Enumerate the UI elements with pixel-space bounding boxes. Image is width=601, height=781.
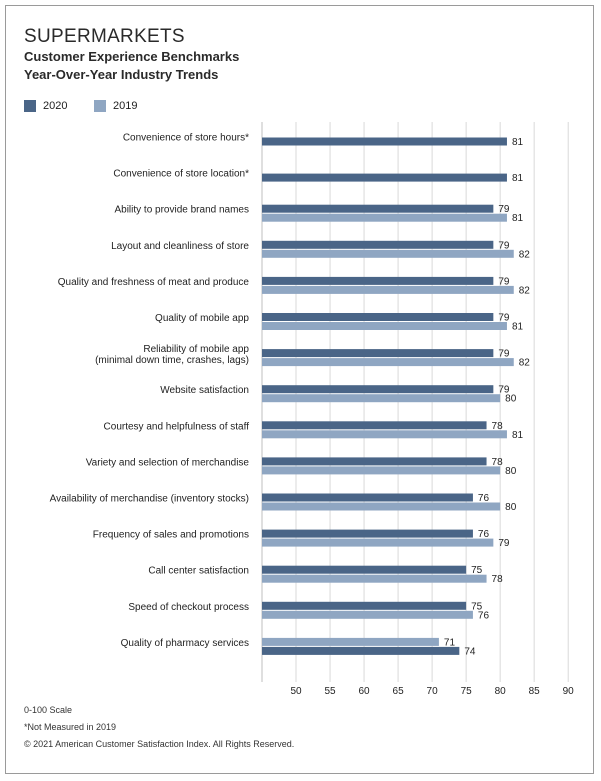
bar-2020 <box>262 349 494 358</box>
data-label: 74 <box>464 646 476 657</box>
data-label: 81 <box>512 430 524 441</box>
data-label: 71 <box>444 637 456 648</box>
bar-2019 <box>262 394 501 403</box>
category-label: Courtesy and helpfulness of staff <box>104 421 250 432</box>
category-label: Convenience of store location* <box>113 169 249 180</box>
bar-2019 <box>262 285 514 294</box>
bar-2020 <box>262 457 487 466</box>
bar-2020 <box>262 529 473 538</box>
x-tick-label: 65 <box>393 686 405 697</box>
bar-2019 <box>262 637 439 646</box>
asterisk-note: *Not Measured in 2019 <box>24 722 117 732</box>
data-label: 79 <box>498 313 510 324</box>
bar-2020 <box>262 204 494 213</box>
legend-item-2020: 2020 <box>24 100 67 112</box>
data-label: 75 <box>471 601 483 612</box>
bar-2019 <box>262 610 473 619</box>
bar-2020 <box>262 565 467 574</box>
data-label: 78 <box>492 421 504 432</box>
category-label: Website satisfaction <box>160 385 249 396</box>
x-tick-label: 85 <box>529 686 541 697</box>
bar-2019 <box>262 574 487 583</box>
bar-2020 <box>262 313 494 321</box>
data-label: 81 <box>512 213 524 224</box>
bar-2020 <box>262 276 494 285</box>
bar-2020 <box>262 240 494 249</box>
x-tick-label: 75 <box>461 686 473 697</box>
category-label: Ability to provide brand names <box>114 205 249 216</box>
x-tick-label: 50 <box>290 686 302 697</box>
category-label: Convenience of store hours* <box>123 133 249 144</box>
data-label: 80 <box>505 466 517 477</box>
bar-2020 <box>262 646 460 655</box>
x-tick-label: 80 <box>495 686 507 697</box>
x-tick-label: 90 <box>563 686 575 697</box>
data-label: 75 <box>471 565 483 576</box>
bar-2019 <box>262 466 501 475</box>
copyright-note: © 2021 American Customer Satisfaction In… <box>24 739 295 749</box>
category-label: Availability of merchandise (inventory s… <box>50 494 249 505</box>
x-tick-label: 70 <box>427 686 439 697</box>
data-label: 78 <box>492 574 504 585</box>
bar-2020 <box>262 601 467 610</box>
bar-2019 <box>262 358 514 367</box>
legend-label-2019: 2019 <box>113 100 138 112</box>
category-label-line: Reliability of mobile app <box>143 344 249 355</box>
bar-2020 <box>262 173 507 182</box>
data-label: 79 <box>498 349 510 360</box>
data-label: 79 <box>498 204 510 215</box>
data-label: 80 <box>505 502 517 513</box>
legend-swatch-2020 <box>24 100 36 112</box>
bar-2020 <box>262 137 507 146</box>
category-label: Frequency of sales and promotions <box>93 530 249 541</box>
category-label: Speed of checkout process <box>128 602 249 613</box>
data-label: 81 <box>512 173 524 184</box>
legend-swatch-2019 <box>94 100 106 112</box>
bar-2019 <box>262 430 507 439</box>
data-label: 76 <box>478 529 490 540</box>
category-label: Call center satisfaction <box>148 566 249 577</box>
data-label: 82 <box>519 249 531 260</box>
category-label-line: (minimal down time, crashes, lags) <box>95 355 249 366</box>
data-label: 78 <box>492 457 504 468</box>
data-label: 79 <box>498 240 510 251</box>
bar-2019 <box>262 322 507 330</box>
data-label: 76 <box>478 610 490 621</box>
category-label: Quality and freshness of meat and produc… <box>58 277 250 288</box>
bar-2019 <box>262 538 494 547</box>
category-label: Layout and cleanliness of store <box>111 241 249 252</box>
legend-item-2019: 2019 <box>94 100 137 112</box>
category-label: Variety and selection of merchandise <box>86 457 250 468</box>
category-label: Quality of mobile app <box>155 313 249 324</box>
data-label: 76 <box>478 493 490 504</box>
data-label: 79 <box>498 538 510 549</box>
data-label: 79 <box>498 385 510 396</box>
data-label: 82 <box>519 285 531 296</box>
x-tick-label: 55 <box>324 686 336 697</box>
bar-2020 <box>262 421 487 430</box>
data-label: 81 <box>512 322 524 333</box>
category-label: Quality of pharmacy services <box>121 638 249 649</box>
x-tick-label: 60 <box>359 686 371 697</box>
data-label: 81 <box>512 137 524 148</box>
scale-note: 0-100 Scale <box>24 705 73 715</box>
bar-2020 <box>262 493 473 502</box>
bar-2019 <box>262 249 514 258</box>
bar-2019 <box>262 502 501 511</box>
data-label: 80 <box>505 394 517 405</box>
data-label: 79 <box>498 276 510 287</box>
chart-frame <box>5 5 594 774</box>
data-label: 82 <box>519 358 531 369</box>
legend-label-2020: 2020 <box>43 100 68 112</box>
chart-subtitle-2: Year-Over-Year Industry Trends <box>24 67 219 82</box>
category-label: Reliability of mobile app (minimal down t… <box>95 344 249 366</box>
chart-title: SUPERMARKETS <box>24 26 185 47</box>
bar-2019 <box>262 213 507 222</box>
bar-2020 <box>262 385 494 394</box>
chart-subtitle: Customer Experience Benchmarks <box>24 49 240 64</box>
